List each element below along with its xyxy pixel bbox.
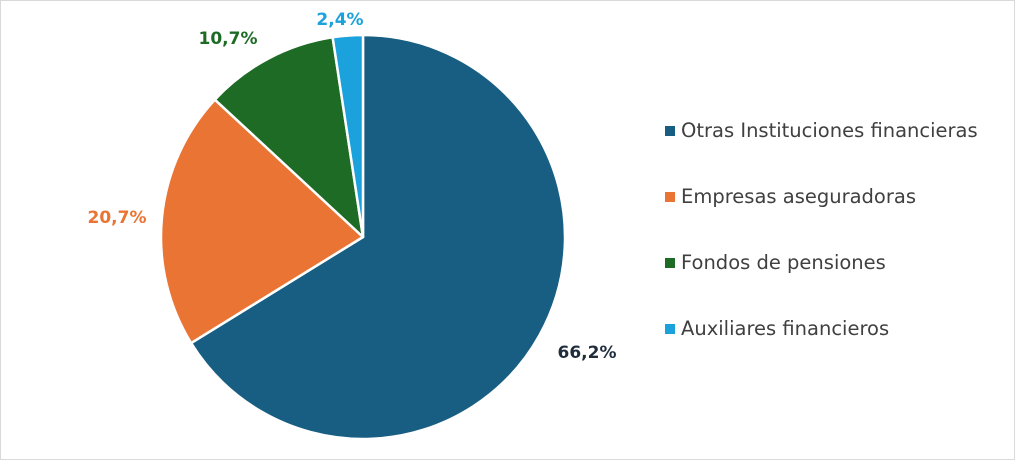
legend-item-1: Empresas aseguradoras <box>665 180 1010 213</box>
legend-item-2: Fondos de pensiones <box>665 246 1010 279</box>
legend-swatch-0 <box>665 125 675 136</box>
pie-slice-3 <box>331 33 365 239</box>
legend-item-3: Auxiliares financieros <box>665 312 1010 345</box>
legend-label-3: Auxiliares financieros <box>681 317 890 340</box>
pie-data-labels: 66,2% 20,7% 10,7% 2,4% <box>88 10 617 363</box>
data-label-0: 66,2% <box>558 343 617 363</box>
legend-swatch-3 <box>665 323 675 334</box>
pie-slice-0 <box>189 33 567 441</box>
pie-slice-1 <box>159 98 365 345</box>
data-label-2: 10,7% <box>199 29 258 49</box>
legend-item-0: Otras Instituciones financieras <box>665 114 1010 147</box>
chart-legend: Otras Instituciones financieras Empresas … <box>665 114 1010 378</box>
legend-label-2: Fondos de pensiones <box>681 251 886 274</box>
legend-label-1: Empresas aseguradoras <box>681 185 916 208</box>
legend-swatch-1 <box>665 191 675 202</box>
pie-slices <box>159 33 567 441</box>
legend-swatch-2 <box>665 257 675 268</box>
data-label-3: 2,4% <box>316 10 363 30</box>
legend-label-0: Otras Instituciones financieras <box>681 119 978 142</box>
pie-slice-2 <box>213 36 365 239</box>
data-label-1: 20,7% <box>88 208 147 228</box>
